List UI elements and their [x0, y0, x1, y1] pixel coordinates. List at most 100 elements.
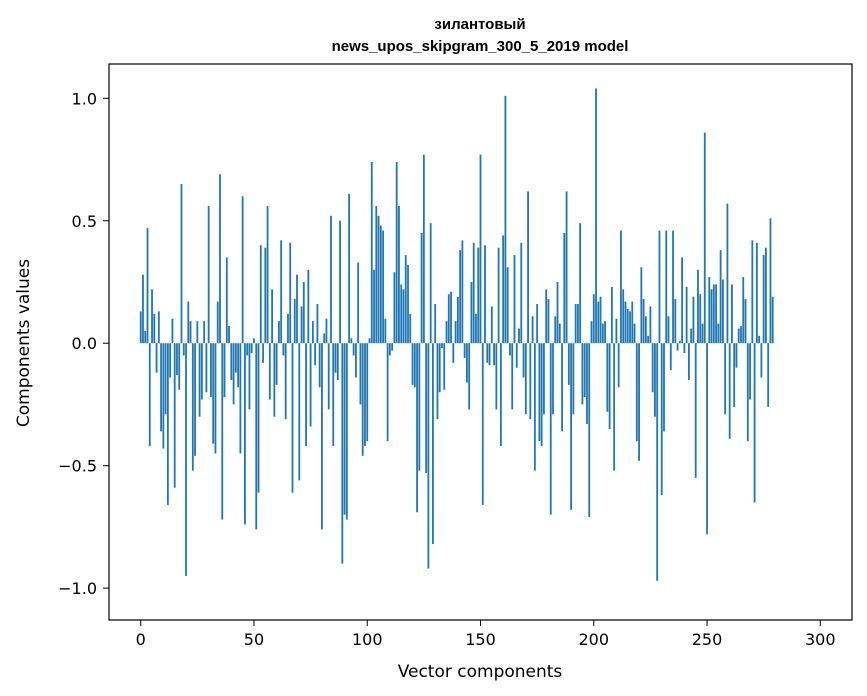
- bar-42: [234, 343, 237, 373]
- bar-39: [228, 326, 230, 344]
- bar-173: [531, 316, 534, 344]
- bar-165: [513, 255, 516, 344]
- bar-3: [146, 228, 149, 344]
- bar-73: [305, 343, 307, 447]
- bar-130: [434, 304, 437, 344]
- bar-91: [345, 343, 348, 520]
- bar-208: [610, 286, 613, 344]
- bar-224: [647, 335, 650, 344]
- bar-271: [753, 343, 756, 503]
- bar-47: [246, 343, 249, 356]
- bar-17: [178, 343, 181, 390]
- bar-250: [706, 343, 708, 535]
- bar-86: [334, 343, 337, 373]
- bar-231: [663, 343, 665, 432]
- bar-144: [466, 343, 468, 383]
- bar-265: [740, 326, 742, 344]
- bar-237: [676, 343, 679, 351]
- bar-156: [493, 343, 495, 366]
- bar-227: [654, 343, 656, 417]
- bar-124: [420, 233, 423, 344]
- bar-266: [742, 277, 745, 344]
- bar-214: [624, 301, 627, 344]
- bar-31: [210, 343, 212, 398]
- bar-22: [189, 321, 192, 344]
- bar-211: [617, 343, 620, 388]
- bar-108: [384, 318, 387, 344]
- bar-153: [486, 343, 489, 363]
- bar-136: [447, 294, 450, 344]
- bar-277: [767, 343, 770, 407]
- bar-110: [388, 343, 391, 356]
- y-tick-label-4: 1.0: [72, 89, 97, 108]
- bar-109: [386, 343, 389, 442]
- bar-59: [273, 343, 276, 417]
- bar-120: [411, 343, 414, 385]
- bar-206: [606, 343, 609, 412]
- bar-218: [633, 323, 636, 344]
- bar-198: [588, 343, 591, 518]
- bar-239: [681, 257, 684, 344]
- x-axis-label: Vector components: [398, 662, 563, 682]
- bar-10: [162, 343, 165, 449]
- bar-267: [744, 299, 747, 344]
- bar-216: [629, 311, 631, 344]
- bar-269: [749, 343, 751, 400]
- bar-169: [522, 343, 525, 378]
- bar-14: [171, 318, 174, 344]
- bar-157: [495, 343, 498, 410]
- bar-70: [298, 343, 301, 481]
- bar-75: [309, 343, 312, 427]
- bar-264: [737, 328, 740, 344]
- bar-204: [601, 323, 604, 344]
- bar-122: [416, 343, 418, 513]
- bar-238: [678, 340, 681, 344]
- bar-183: [554, 316, 557, 344]
- x-tick-label-50: 50: [244, 630, 264, 649]
- y-axis-label: Components values: [14, 259, 34, 427]
- bar-195: [581, 343, 584, 405]
- bar-232: [665, 230, 668, 344]
- bar-131: [436, 343, 439, 420]
- y-tick-label-0: −1.0: [58, 579, 97, 598]
- bar-246: [697, 269, 699, 344]
- bar-41: [232, 343, 235, 405]
- bar-6: [153, 313, 156, 344]
- bar-60: [275, 343, 278, 385]
- bar-201: [595, 88, 597, 344]
- bar-11: [164, 343, 167, 415]
- bar-55: [264, 247, 267, 344]
- bar-142: [461, 240, 464, 344]
- bar-182: [552, 343, 554, 415]
- bar-228: [656, 343, 659, 581]
- bar-220: [638, 343, 640, 461]
- bar-213: [622, 289, 625, 344]
- bar-219: [635, 343, 638, 442]
- bar-24: [194, 343, 196, 456]
- bar-26: [198, 343, 201, 417]
- bar-35: [219, 174, 221, 344]
- bar-30: [207, 206, 210, 344]
- bar-167: [518, 328, 520, 344]
- bar-223: [644, 316, 647, 344]
- bar-162: [506, 267, 509, 344]
- bar-207: [608, 343, 611, 429]
- bar-12: [166, 343, 169, 505]
- bar-81: [323, 333, 326, 344]
- x-tick-label-0: 0: [136, 630, 146, 649]
- bar-45: [241, 196, 244, 344]
- y-tick-label-3: 0.5: [72, 212, 97, 231]
- bar-84: [330, 215, 332, 344]
- bar-230: [660, 343, 663, 496]
- bar-43: [237, 343, 240, 388]
- bar-179: [545, 289, 548, 344]
- bar-132: [438, 343, 441, 393]
- bar-212: [620, 230, 622, 344]
- bar-137: [450, 291, 452, 344]
- bar-163: [509, 343, 511, 356]
- bar-245: [694, 343, 697, 478]
- bar-199: [590, 321, 593, 344]
- bar-25: [196, 321, 199, 344]
- bar-275: [762, 255, 765, 344]
- bar-249: [703, 132, 706, 344]
